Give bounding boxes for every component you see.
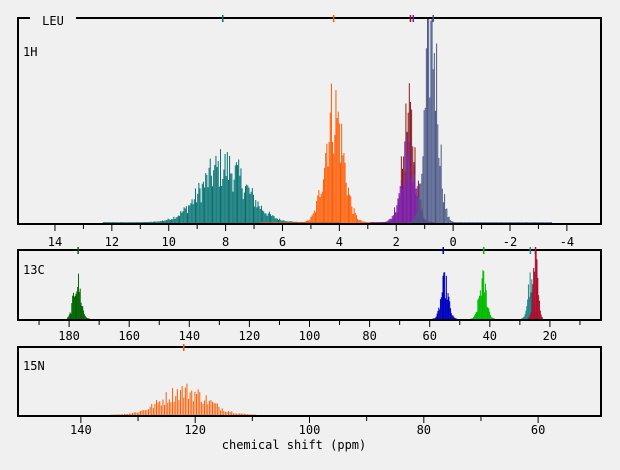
tick-label-15n: 80 — [417, 423, 431, 437]
markers-1h — [222, 15, 434, 22]
tick-label-13c: 60 — [422, 329, 436, 343]
tick-label-1h: 6 — [279, 235, 286, 249]
tick-label-13c: 100 — [299, 329, 321, 343]
panel-15n: 15N 140 120 100 80 60 chemical shift (ppm) — [17, 344, 602, 452]
axis-ticks-15n: 140 120 100 80 60 — [70, 416, 545, 437]
tick-label-15n: 100 — [299, 423, 321, 437]
panel-1h: LEU 1H 14 12 10 8 6 4 2 0 -2 -4 — [17, 11, 602, 249]
markers-13c — [77, 247, 537, 254]
nucleus-label-15n: 15N — [23, 359, 45, 373]
tick-label-1h: -2 — [503, 235, 517, 249]
x-axis-label: chemical shift (ppm) — [222, 438, 367, 452]
tick-label-13c: 20 — [543, 329, 557, 343]
chart-title: LEU — [42, 14, 64, 28]
title-background — [30, 11, 76, 25]
frame-1h — [17, 17, 602, 225]
tick-label-13c: 120 — [239, 329, 261, 343]
frame-15n — [17, 346, 602, 417]
tick-label-13c: 160 — [118, 329, 140, 343]
nucleus-label-1h: 1H — [23, 45, 37, 59]
nucleus-label-13c: 13C — [23, 263, 45, 277]
tick-label-1h: 12 — [105, 235, 119, 249]
tick-label-13c: 40 — [483, 329, 497, 343]
tick-label-1h: 14 — [48, 235, 62, 249]
frame-13c — [17, 249, 602, 321]
tick-label-13c: 180 — [58, 329, 80, 343]
axis-ticks-13c: 180 160 140 120 100 80 60 40 20 — [38, 320, 581, 343]
tick-label-15n: 140 — [70, 423, 92, 437]
tick-label-1h: 8 — [222, 235, 229, 249]
bars-13c — [67, 251, 544, 319]
tick-label-1h: 4 — [336, 235, 343, 249]
tick-label-13c: 80 — [362, 329, 376, 343]
axis-ticks-1h: 14 12 10 8 6 4 2 0 -2 -4 — [48, 224, 574, 249]
bars-1h — [102, 19, 553, 223]
tick-label-1h: 10 — [162, 235, 176, 249]
tick-label-1h: 0 — [449, 235, 456, 249]
tick-label-1h: -4 — [560, 235, 574, 249]
tick-label-15n: 60 — [531, 423, 545, 437]
panel-13c: 13C 180 160 140 120 100 80 60 40 20 — [17, 247, 602, 343]
tick-label-15n: 120 — [184, 423, 206, 437]
tick-label-1h: 2 — [393, 235, 400, 249]
tick-label-13c: 140 — [178, 329, 200, 343]
bars-15n — [111, 383, 257, 415]
